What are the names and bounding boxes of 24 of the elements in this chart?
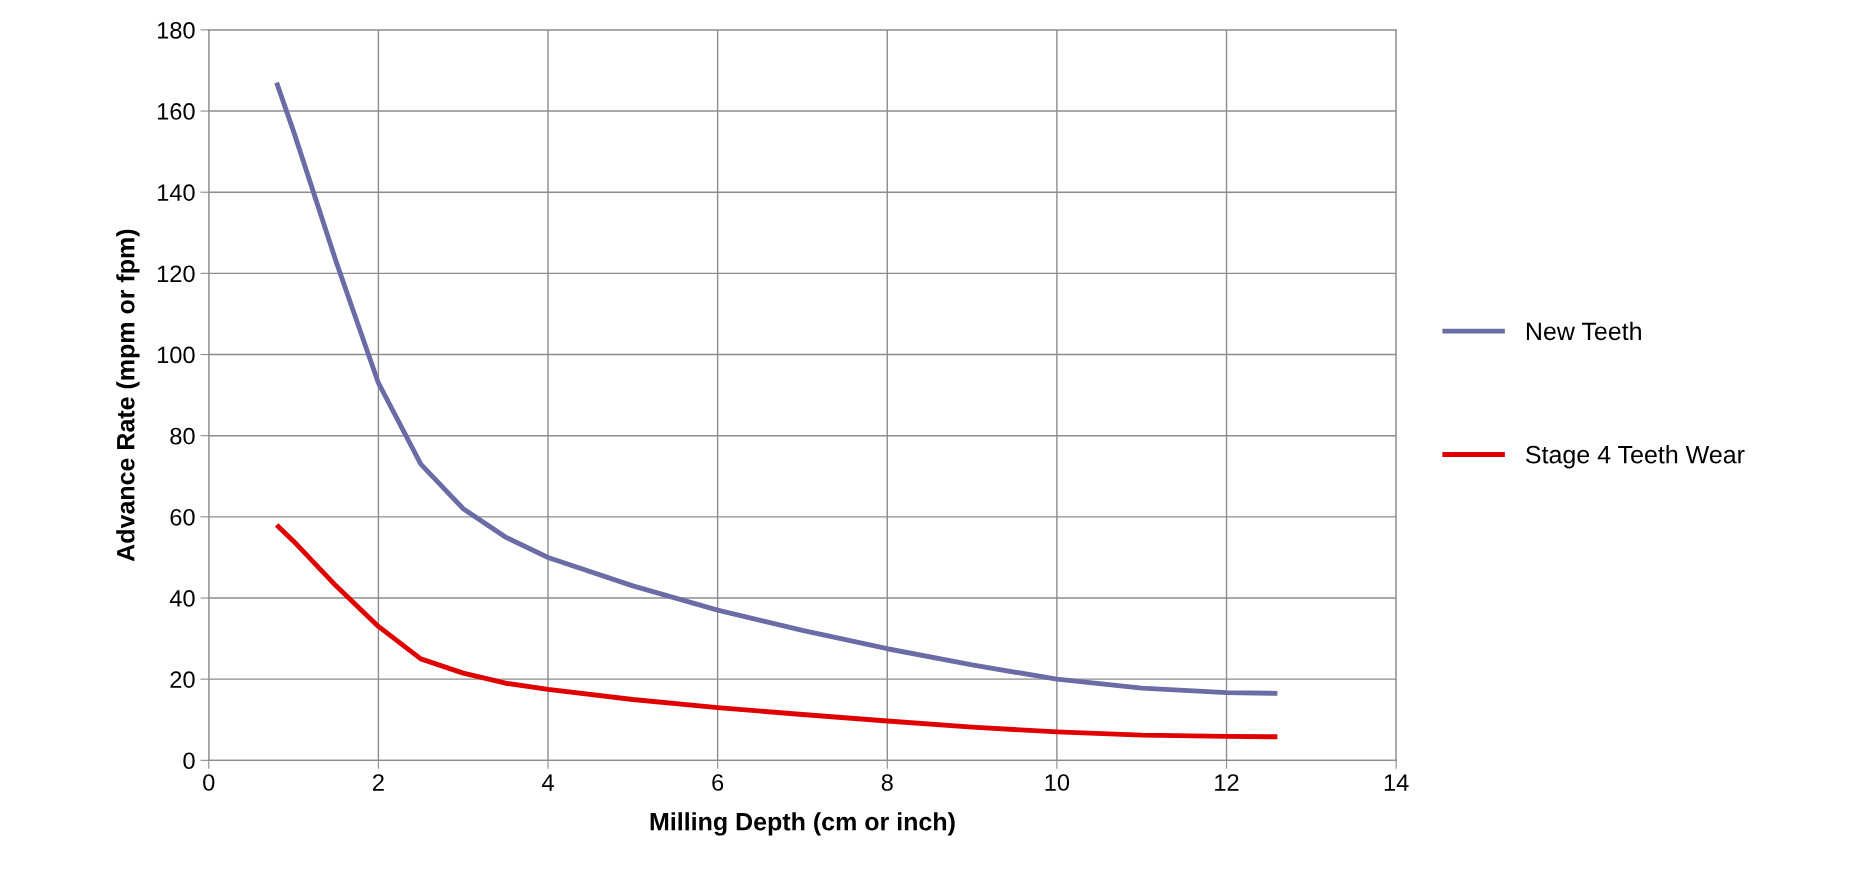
x-tick-label: 12	[1215, 774, 1239, 791]
legend-label: New Teeth	[1526, 321, 1641, 341]
y-tick-label: 160	[157, 103, 195, 120]
y-tick-label: 20	[170, 671, 195, 688]
y-tick-label: 60	[170, 508, 195, 526]
y-tick-label: 80	[170, 427, 195, 445]
y-tick-label: 0	[183, 752, 195, 770]
x-tick-label: 2	[373, 774, 384, 791]
y-tick-label: 100	[157, 346, 195, 364]
y-tick-label: 180	[157, 21, 195, 39]
x-tick-label: 0	[203, 774, 215, 791]
line-series	[274, 80, 1280, 696]
x-tick-label: 4	[541, 774, 554, 791]
x-tick-label: 14	[1384, 774, 1409, 791]
x-axis-title: Milling Depth (cm or inch)	[650, 812, 955, 836]
x-tick-label: 6	[712, 774, 724, 791]
y-axis-title: Advance Rate (mpm or fpm)	[116, 229, 140, 562]
y-tick-label: 120	[157, 265, 195, 283]
y-tick-label: 140	[157, 184, 195, 201]
y-tick-label: 40	[169, 590, 195, 607]
x-tick-label: 8	[881, 774, 893, 791]
legend-label: Stage 4 Teeth Wear	[1526, 445, 1745, 469]
x-tick-label: 10	[1045, 774, 1070, 791]
line-series	[274, 522, 1280, 740]
